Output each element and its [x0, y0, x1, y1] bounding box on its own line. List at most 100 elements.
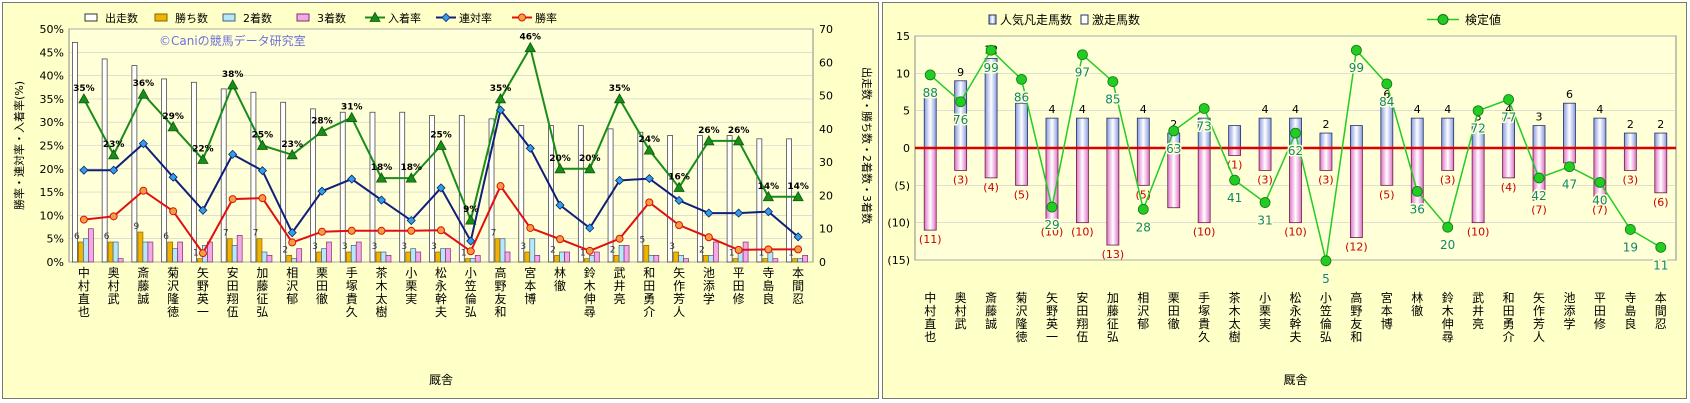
upset-count-label: 4	[1414, 103, 1421, 116]
win-count-label: 1	[580, 249, 586, 259]
left-tick-label: 15%	[40, 186, 64, 199]
bar-3着数	[177, 241, 184, 263]
right-tick-label: 30	[819, 156, 833, 169]
bar-人気凡走馬数	[1136, 147, 1150, 186]
legend-swatch	[296, 13, 310, 22]
category-label: 矢作芳人	[1533, 291, 1545, 344]
category-label: 小笠倫弘	[465, 266, 477, 319]
point-勝率	[228, 195, 237, 204]
point-検定値	[1442, 221, 1454, 233]
point-入着率	[554, 162, 566, 174]
bar-出走数	[577, 125, 584, 263]
point-連対率	[198, 205, 208, 215]
bar-勝ち数	[256, 238, 263, 263]
legend-marker	[1437, 14, 1449, 25]
win-count-label: 7	[253, 229, 259, 239]
category-label: 平田修	[733, 266, 745, 306]
point-連対率	[793, 232, 803, 242]
point-検定値	[1411, 185, 1423, 197]
point-検定値	[1229, 174, 1241, 186]
win-count-label: 2	[610, 245, 616, 255]
flop-count-label: (7)	[1531, 203, 1547, 216]
test-value-label: 73	[1197, 119, 1212, 133]
win-count-label: 5	[639, 235, 645, 245]
bar-激走馬数	[1319, 132, 1333, 149]
legend-marker	[441, 12, 451, 23]
flop-count-label: (3)	[953, 173, 969, 186]
bar-激走馬数	[1015, 102, 1028, 149]
legend: 人気凡走馬数 激走馬数 検定値	[988, 12, 1501, 27]
bar-2着数	[380, 251, 387, 263]
entry-rate-label: 18%	[400, 163, 422, 173]
category-label: 加藤征弘	[1107, 291, 1119, 344]
point-検定値	[1168, 125, 1180, 137]
bar-3着数	[534, 254, 541, 263]
flop-count-label: (3)	[1623, 173, 1639, 186]
test-value-label: 20	[1440, 238, 1455, 252]
category-label: 栗田徹	[1168, 291, 1180, 331]
point-検定値	[1259, 197, 1271, 208]
entry-rate-label: 18%	[371, 163, 393, 173]
category-label: 菊沢隆徳	[1016, 291, 1028, 344]
point-検定値	[1198, 103, 1210, 114]
category-label: 菊沢隆徳	[167, 266, 179, 319]
point-検定値	[924, 69, 936, 81]
category-label: 相沢郁	[286, 266, 298, 306]
point-入着率	[346, 111, 358, 122]
category-label: 小栗実	[405, 266, 417, 306]
bar-出走数	[518, 125, 525, 263]
bar-人気凡走馬数	[1015, 147, 1028, 186]
win-count-label: 6	[163, 232, 169, 242]
bar-勝ち数	[643, 245, 650, 263]
category-label: 寺島良	[1624, 291, 1636, 331]
entry-rate-label: 26%	[698, 126, 720, 136]
left-tick-label: 30%	[40, 116, 64, 129]
category-label: 安田翔伍	[1076, 290, 1088, 344]
upset-count-label: 4	[1505, 103, 1512, 116]
test-value-label: 97	[1075, 66, 1090, 80]
bar-勝ち数	[167, 241, 174, 263]
right-chart-panel: (15)(10)(5)051015912444244426443436422(1…	[882, 2, 1687, 399]
upset-count-label: 4	[1079, 103, 1086, 116]
upset-count-label: 2	[1657, 118, 1664, 131]
point-連対率	[436, 183, 446, 193]
bar-勝ち数	[762, 258, 769, 263]
legend-label: 入着率	[388, 11, 421, 25]
upset-chart: (15)(10)(5)051015912444244426443436422(1…	[887, 12, 1677, 387]
point-入着率	[197, 153, 209, 164]
entry-rate-label: 22%	[192, 144, 214, 154]
bar-2着数	[172, 248, 179, 263]
left-tick-label: 40%	[40, 70, 64, 83]
point-検定値	[955, 96, 967, 108]
point-勝率	[734, 245, 743, 254]
point-勝率	[109, 212, 118, 221]
bar-3着数	[147, 241, 154, 263]
bar-3着数	[355, 241, 362, 263]
entry-rate-label: 35%	[490, 84, 512, 94]
bar-2着数	[678, 254, 684, 263]
bar-2着数	[559, 251, 565, 263]
left-tick-label: 50%	[40, 23, 64, 36]
bar-出走数	[310, 108, 316, 263]
point-連対率	[376, 195, 387, 205]
y-axis-title-right: 出走数・勝ち数・2着数・3着数	[860, 67, 874, 224]
point-連対率	[347, 174, 357, 184]
y-axis-title-left: 勝率・連対率・入着率(%)	[12, 81, 26, 210]
legend-label: 3着数	[317, 11, 346, 25]
test-value-label: 99	[1349, 61, 1364, 75]
point-勝率	[347, 226, 356, 235]
point-検定値	[1077, 49, 1088, 61]
right-tick-label: 40	[819, 123, 833, 136]
category-label: 矢野英一	[197, 266, 209, 319]
point-連対率	[585, 223, 595, 233]
point-検定値	[1655, 241, 1667, 253]
point-入着率	[435, 139, 447, 150]
test-value-label: 47	[1562, 178, 1577, 192]
bar-勝ち数	[197, 258, 203, 263]
bar-3着数	[236, 235, 243, 263]
bar-人気凡走馬数	[1258, 147, 1272, 171]
bar-3着数	[326, 241, 332, 263]
legend-marker	[369, 11, 381, 22]
upset-count-label: 9	[957, 66, 964, 79]
bar-出走数	[458, 115, 465, 263]
